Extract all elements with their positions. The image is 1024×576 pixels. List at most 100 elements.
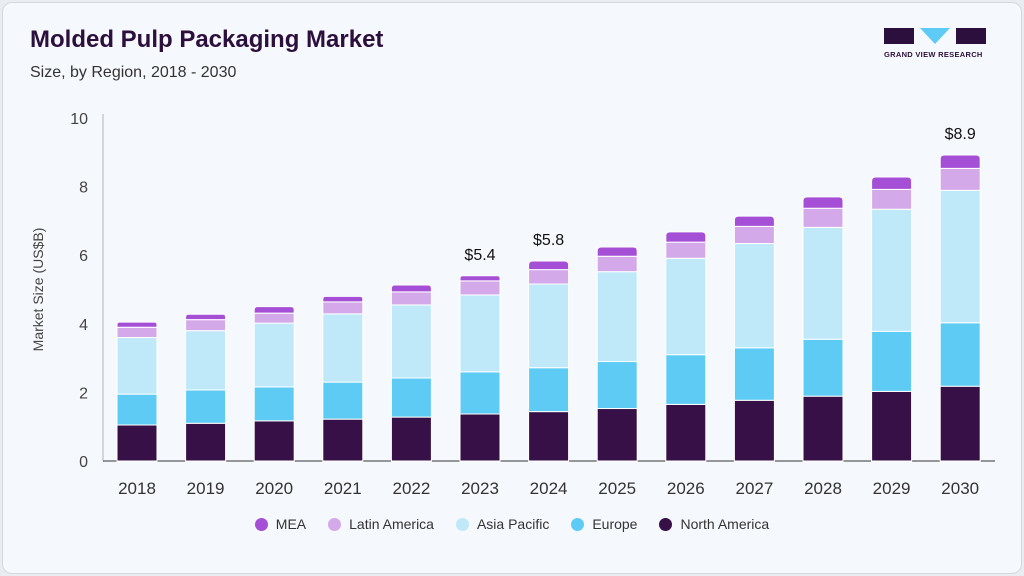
bar-segment-asia-pacific: [459, 294, 501, 373]
x-tick-label: 2026: [667, 479, 705, 498]
bar-segment-asia-pacific: [528, 283, 570, 369]
bar-segment-mea: [116, 321, 158, 328]
legend-label: North America: [680, 516, 770, 532]
legend-swatch: [659, 517, 673, 531]
bar-segment-north-america: [390, 416, 432, 462]
bar-segment-north-america: [116, 424, 158, 462]
bar-segment-europe: [185, 389, 227, 424]
bar-segment-mea: [253, 306, 295, 314]
legend-item-mea: MEA: [254, 516, 307, 532]
x-tick-label: 2020: [255, 479, 293, 498]
legend-swatch: [455, 517, 469, 531]
bar-segment-mea: [871, 176, 913, 190]
bar-segment-latin-america: [528, 269, 570, 285]
chart-title: Molded Pulp Packaging Market: [30, 26, 384, 53]
bar-segment-europe: [459, 371, 501, 415]
bar-segment-mea: [459, 275, 501, 282]
logo-text: GRAND VIEW RESEARCH: [884, 50, 983, 59]
x-tick-label: 2018: [118, 479, 156, 498]
bar-segment-asia-pacific: [116, 337, 158, 395]
legend-label: Asia Pacific: [476, 516, 550, 532]
x-tick-label: 2019: [187, 479, 225, 498]
x-tick-label: 2025: [598, 479, 636, 498]
x-tick-label: 2029: [873, 479, 911, 498]
bar-segment-north-america: [802, 395, 844, 462]
bar-segment-north-america: [528, 411, 570, 462]
bar-segment-north-america: [871, 390, 913, 462]
x-tick-label: 2030: [941, 479, 979, 498]
bar-segment-north-america: [939, 385, 981, 462]
bar-segment-asia-pacific: [665, 257, 707, 356]
bar-segment-europe: [802, 338, 844, 397]
bar-segment-mea: [733, 215, 775, 227]
bar-segment-mea: [665, 231, 707, 243]
bar-segment-europe: [322, 381, 364, 420]
bar-segment-europe: [116, 393, 158, 426]
bar-segment-north-america: [665, 403, 707, 462]
bar-segment-latin-america: [939, 167, 981, 191]
bar-segment-asia-pacific: [253, 322, 295, 388]
total-value-label: $5.8: [533, 232, 564, 249]
bar-segment-latin-america: [390, 291, 432, 306]
bar-segment-north-america: [459, 413, 501, 462]
legend-item-north-america: North America: [659, 516, 769, 532]
bar-segment-mea: [528, 260, 570, 271]
legend-label: Europe: [592, 516, 638, 532]
bar-segment-north-america: [322, 418, 364, 462]
bar-segment-latin-america: [596, 255, 638, 273]
y-tick-label: 10: [70, 111, 88, 128]
bar-segment-north-america: [733, 399, 775, 462]
legend-swatch: [571, 517, 585, 531]
bar-segment-europe: [871, 330, 913, 392]
x-tick-label: 2027: [735, 479, 773, 498]
bar-segment-asia-pacific: [733, 243, 775, 349]
bar-segment-north-america: [596, 408, 638, 462]
bar-segment-asia-pacific: [322, 313, 364, 383]
y-tick-label: 6: [79, 248, 88, 265]
bar-segment-latin-america: [871, 188, 913, 210]
bar-segment-latin-america: [322, 301, 364, 315]
bar-segment-latin-america: [802, 207, 844, 228]
bar-segment-latin-america: [459, 280, 501, 296]
bar-segment-latin-america: [253, 312, 295, 324]
bar-segment-europe: [596, 361, 638, 410]
bar-segment-mea: [322, 295, 364, 303]
total-value-label: $8.9: [945, 126, 976, 143]
x-tick-label: 2028: [804, 479, 842, 498]
bar-segment-mea: [939, 154, 981, 169]
bar-segment-north-america: [185, 422, 227, 462]
x-tick-label: 2024: [530, 479, 568, 498]
total-value-label: $5.4: [464, 247, 495, 264]
y-tick-label: 4: [79, 317, 88, 334]
bar-segment-europe: [939, 322, 981, 387]
y-tick-label: 8: [79, 180, 88, 197]
bar-segment-asia-pacific: [939, 189, 981, 324]
y-axis-title: Market Size (US$B): [30, 228, 46, 352]
x-tick-label: 2023: [461, 479, 499, 498]
legend-item-asia-pacific: Asia Pacific: [455, 516, 550, 532]
legend-swatch: [328, 517, 342, 531]
legend-swatch: [254, 517, 268, 531]
bar-segment-latin-america: [665, 241, 707, 259]
legend-label: MEA: [275, 516, 307, 532]
bar-segment-europe: [390, 377, 432, 418]
legend-item-europe: Europe: [571, 516, 637, 532]
bar-segment-asia-pacific: [871, 208, 913, 332]
bar-segment-europe: [253, 386, 295, 422]
x-tick-label: 2022: [392, 479, 430, 498]
chart-subtitle: Size, by Region, 2018 - 2030: [30, 64, 237, 81]
bar-segment-north-america: [253, 420, 295, 462]
legend-item-latin-america: Latin America: [328, 516, 434, 532]
bar-segment-latin-america: [733, 225, 775, 245]
bar-segment-asia-pacific: [802, 226, 844, 340]
bar-segment-latin-america: [185, 319, 227, 332]
bar-segment-latin-america: [116, 326, 158, 339]
x-tick-label: 2021: [324, 479, 362, 498]
bar-segment-mea: [596, 246, 638, 257]
bar-segment-asia-pacific: [390, 304, 432, 379]
grand-view-research-logo: [884, 28, 986, 44]
bar-segment-asia-pacific: [185, 330, 227, 391]
bar-segment-mea: [802, 196, 844, 209]
y-tick-label: 0: [79, 454, 88, 471]
